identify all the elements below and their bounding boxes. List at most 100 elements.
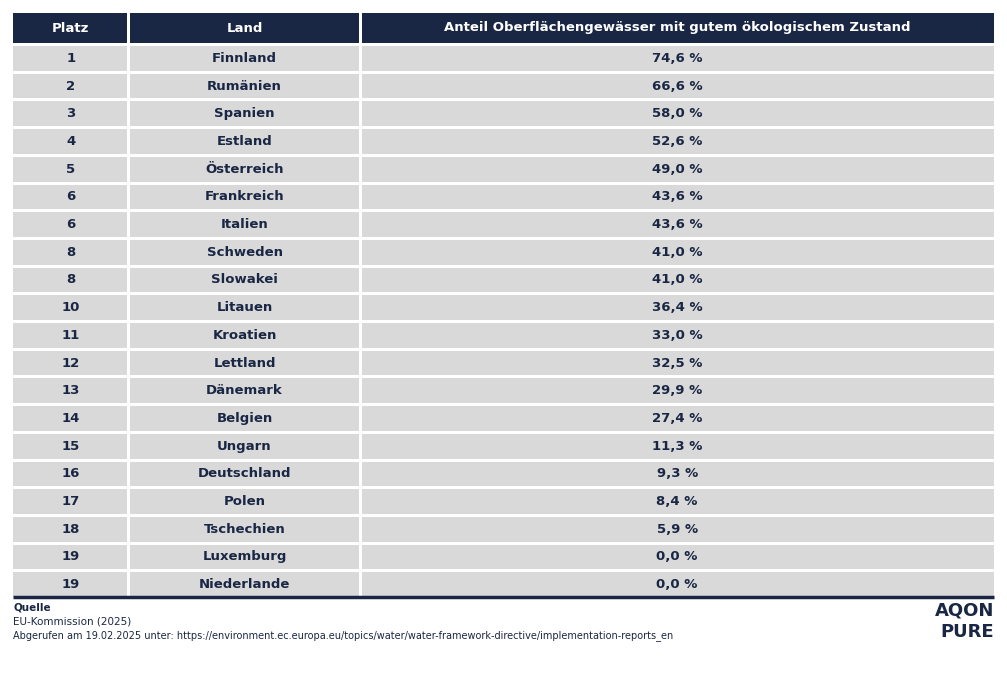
Text: 14: 14 [61, 412, 81, 425]
Text: 3: 3 [66, 107, 76, 121]
Text: Schweden: Schweden [206, 246, 283, 259]
Bar [13, 434, 129, 459]
Bar [361, 461, 994, 487]
Text: 27,4 %: 27,4 % [652, 412, 702, 425]
Text: 66,6 %: 66,6 % [652, 79, 703, 93]
Text: 0,0 %: 0,0 % [657, 551, 698, 563]
Bar [361, 268, 994, 292]
Bar [361, 434, 994, 459]
Bar [129, 461, 361, 487]
Text: Kroatien: Kroatien [212, 329, 277, 342]
Text: Österreich: Österreich [205, 162, 284, 176]
Bar [361, 13, 994, 43]
Bar [129, 544, 361, 569]
Bar [129, 378, 361, 403]
Text: 29,9 %: 29,9 % [652, 384, 702, 397]
Text: Finnland: Finnland [212, 52, 277, 65]
Text: 41,0 %: 41,0 % [652, 273, 703, 286]
Text: 36,4 %: 36,4 % [652, 301, 703, 314]
Text: 33,0 %: 33,0 % [652, 329, 703, 342]
Text: Deutschland: Deutschland [197, 468, 291, 480]
Bar [13, 323, 129, 348]
Text: Italien: Italien [221, 218, 269, 231]
Bar [13, 129, 129, 154]
Text: 11,3 %: 11,3 % [652, 440, 702, 452]
Bar [129, 13, 361, 43]
Bar [361, 572, 994, 597]
Bar [361, 240, 994, 265]
Text: Land: Land [227, 22, 263, 34]
Text: 17: 17 [61, 495, 80, 508]
Text: 10: 10 [61, 301, 81, 314]
Bar [361, 46, 994, 70]
Bar [129, 517, 361, 542]
Text: 1: 1 [66, 52, 76, 65]
Bar [361, 406, 994, 431]
Text: Rumänien: Rumänien [207, 79, 282, 93]
Text: Frankreich: Frankreich [204, 190, 284, 204]
Bar [13, 157, 129, 181]
Text: Abgerufen am 19.02.2025 unter: https://environment.ec.europa.eu/topics/water/wat: Abgerufen am 19.02.2025 unter: https://e… [13, 630, 674, 641]
Text: 74,6 %: 74,6 % [652, 52, 703, 65]
Bar [358, 13, 362, 597]
Text: Spanien: Spanien [214, 107, 275, 121]
Bar [13, 240, 129, 265]
Text: Tschechien: Tschechien [203, 523, 285, 536]
Bar [129, 157, 361, 181]
Text: 5,9 %: 5,9 % [657, 523, 698, 536]
Text: 49,0 %: 49,0 % [652, 162, 703, 176]
Text: Polen: Polen [224, 495, 266, 508]
Text: PURE: PURE [941, 623, 994, 641]
Bar [129, 212, 361, 237]
Text: 13: 13 [61, 384, 81, 397]
Text: Slowakei: Slowakei [211, 273, 278, 286]
Bar [361, 129, 994, 154]
Text: 8: 8 [66, 273, 76, 286]
Text: 6: 6 [66, 218, 76, 231]
Bar [361, 74, 994, 98]
Bar [129, 296, 361, 320]
Text: Dänemark: Dänemark [206, 384, 283, 397]
Bar [361, 101, 994, 126]
Text: 16: 16 [61, 468, 81, 480]
Text: EU-Kommission (2025): EU-Kommission (2025) [13, 616, 131, 626]
Text: 9,3 %: 9,3 % [657, 468, 698, 480]
Bar [361, 185, 994, 209]
Bar [13, 517, 129, 542]
Bar [129, 185, 361, 209]
Text: 18: 18 [61, 523, 81, 536]
Text: Luxemburg: Luxemburg [202, 551, 287, 563]
Bar [13, 296, 129, 320]
Bar [13, 461, 129, 487]
Bar [13, 212, 129, 237]
Text: 32,5 %: 32,5 % [652, 357, 702, 369]
Text: 5: 5 [66, 162, 76, 176]
Bar [129, 268, 361, 292]
Bar [129, 240, 361, 265]
Bar [13, 378, 129, 403]
Text: 15: 15 [61, 440, 80, 452]
Bar [13, 101, 129, 126]
Bar [129, 323, 361, 348]
Text: 0,0 %: 0,0 % [657, 578, 698, 591]
Text: 19: 19 [61, 551, 80, 563]
Bar [361, 544, 994, 569]
Bar [13, 406, 129, 431]
Bar [129, 101, 361, 126]
Text: 41,0 %: 41,0 % [652, 246, 703, 259]
Text: 19: 19 [61, 578, 80, 591]
Bar [361, 351, 994, 376]
Bar [129, 129, 361, 154]
Text: 43,6 %: 43,6 % [652, 218, 703, 231]
Bar [361, 323, 994, 348]
Text: Estland: Estland [217, 135, 272, 148]
Bar [13, 351, 129, 376]
Bar [13, 46, 129, 70]
Text: Ungarn: Ungarn [218, 440, 272, 452]
Text: 43,6 %: 43,6 % [652, 190, 703, 204]
Text: 8,4 %: 8,4 % [657, 495, 698, 508]
Text: 58,0 %: 58,0 % [652, 107, 703, 121]
Text: 8: 8 [66, 246, 76, 259]
Text: Litauen: Litauen [217, 301, 273, 314]
Bar [129, 74, 361, 98]
